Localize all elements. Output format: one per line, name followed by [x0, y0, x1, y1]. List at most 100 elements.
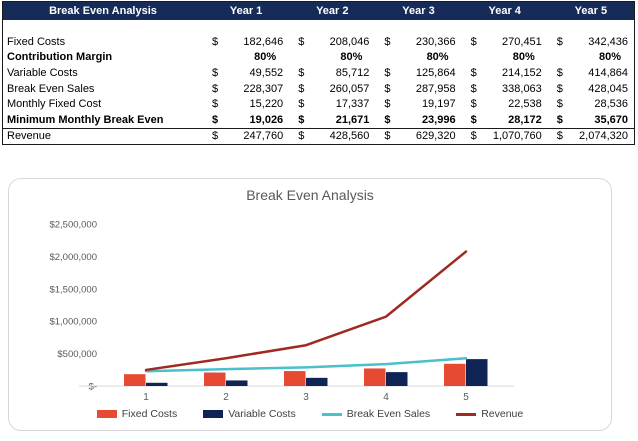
table-cell-currency[interactable]: $49,552	[203, 67, 289, 79]
currency-symbol: $	[556, 113, 563, 126]
y-axis-tick-label: $2,500,000	[49, 220, 97, 231]
table-cell-currency[interactable]: $1,070,760	[462, 130, 548, 142]
bar-variable-costs-cat1	[146, 382, 168, 386]
currency-symbol: $	[470, 82, 477, 95]
table-cell-currency[interactable]: $23,996	[375, 114, 461, 126]
table-cell-currency[interactable]: $247,760	[203, 130, 289, 142]
currency-symbol: $	[384, 98, 391, 111]
cell-value: 1,070,760	[492, 130, 542, 143]
table-cell-currency[interactable]: $270,451	[462, 36, 548, 48]
table-cell-currency[interactable]: $182,646	[203, 36, 289, 48]
table-cell-currency[interactable]: $28,536	[548, 98, 634, 110]
currency-symbol: $	[384, 130, 391, 143]
currency-symbol: $	[556, 130, 563, 143]
row-label[interactable]: Variable Costs	[7, 66, 78, 79]
column-header-year-1[interactable]: Year 1	[229, 5, 263, 17]
table-cell-currency[interactable]: $260,057	[289, 83, 375, 95]
y-axis-tick-label: $500,000	[57, 349, 97, 360]
legend-swatch-revenue	[456, 412, 477, 416]
row-label[interactable]: Minimum Monthly Break Even	[7, 113, 164, 126]
table-cell-currency[interactable]: $230,366	[375, 36, 461, 48]
legend-label: Revenue	[481, 408, 524, 420]
table-cell-currency[interactable]: $208,046	[289, 36, 375, 48]
table-cell-currency[interactable]: $28,172	[462, 114, 548, 126]
row-label[interactable]: Revenue	[7, 130, 52, 143]
table-cell-currency[interactable]: $19,026	[203, 114, 289, 126]
cell-value: 214,152	[502, 66, 542, 79]
currency-symbol: $	[384, 35, 391, 48]
cell-value: 428,560	[329, 130, 370, 143]
table-cell-currency[interactable]: $21,671	[289, 114, 375, 126]
legend-swatch-variable-costs	[203, 410, 224, 418]
cell-value: 2,074,320	[579, 130, 628, 143]
legend-item-break-even-sales: Break Even Sales	[321, 408, 431, 420]
table-title: Break Even Analysis	[49, 5, 157, 17]
table-row-variable-costs: Variable Costs $49,552 $85,712 $125,864 $214…	[3, 65, 634, 81]
table-cell-currency[interactable]: $2,074,320	[548, 130, 634, 142]
legend-item-revenue: Revenue	[456, 408, 523, 420]
table-row-minimum-monthly-break-even: Minimum Monthly Break Even $19,026 $21,671…	[3, 112, 634, 128]
table-cell-currency[interactable]: $414,864	[548, 67, 634, 79]
table-row-fixed-costs: Fixed Costs $182,646 $208,046 $230,366 $270,…	[3, 34, 634, 50]
bar-variable-costs-cat3	[306, 377, 328, 386]
table-cell-currency[interactable]: $428,560	[289, 130, 375, 142]
break-even-chart-card[interactable]: Break Even Analysis $- $500,000 $1,000,000…	[8, 178, 612, 431]
table-cell-percent[interactable]: 80%	[340, 51, 363, 64]
currency-symbol: $	[556, 82, 563, 95]
table-cell-currency[interactable]: $19,197	[375, 98, 461, 110]
cell-value: 21,671	[335, 113, 370, 126]
legend-label: Fixed Costs	[121, 408, 178, 420]
cell-value: 287,958	[415, 82, 456, 95]
x-axis-category-label: 2	[223, 392, 229, 403]
currency-symbol: $	[384, 113, 391, 126]
cell-value: 17,337	[335, 98, 370, 111]
table-cell-percent[interactable]: 80%	[598, 51, 621, 64]
table-cell-percent[interactable]: 80%	[512, 51, 535, 64]
cell-value: 23,996	[421, 113, 456, 126]
row-label[interactable]: Contribution Margin	[7, 51, 113, 64]
column-header-year-2[interactable]: Year 2	[316, 5, 349, 17]
column-header-year-5[interactable]: Year 5	[574, 5, 608, 17]
table-cell-percent[interactable]: 80%	[254, 51, 277, 64]
cell-value: 414,864	[588, 66, 628, 79]
x-axis-category-label: 5	[463, 392, 469, 403]
legend-label: Break Even Sales	[346, 408, 431, 420]
chart-legend: Fixed Costs Variable Costs Break Even Sale…	[9, 408, 611, 420]
currency-symbol: $	[470, 66, 477, 79]
bar-fixed-costs-cat2	[204, 372, 226, 386]
table-cell-currency[interactable]: $228,307	[203, 83, 289, 95]
table-cell-currency[interactable]: $629,320	[375, 130, 461, 142]
bar-fixed-costs-cat1	[124, 374, 146, 386]
currency-symbol: $	[298, 98, 305, 111]
table-cell-currency[interactable]: $125,864	[375, 67, 461, 79]
table-cell-currency[interactable]: $287,958	[375, 83, 461, 95]
table-cell-currency[interactable]: $342,436	[548, 36, 634, 48]
currency-symbol: $	[212, 35, 219, 48]
row-label[interactable]: Break Even Sales	[7, 82, 95, 95]
bar-variable-costs-cat2	[226, 380, 248, 386]
cell-value: 247,760	[243, 130, 284, 143]
table-cell-currency[interactable]: $428,045	[548, 83, 634, 95]
cell-value: 49,552	[249, 66, 284, 79]
table-cell-percent[interactable]: 80%	[426, 51, 449, 64]
table-cell-currency[interactable]: $17,337	[289, 98, 375, 110]
table-cell-currency[interactable]: $338,063	[462, 83, 548, 95]
column-header-year-3[interactable]: Year 3	[402, 5, 435, 17]
table-cell-currency[interactable]: $22,538	[462, 98, 548, 110]
currency-symbol: $	[556, 98, 563, 111]
cell-value: 338,063	[502, 82, 542, 95]
legend-swatch-break-even-sales	[321, 412, 342, 416]
cell-value: 260,057	[329, 82, 370, 95]
row-label[interactable]: Monthly Fixed Cost	[7, 98, 102, 111]
row-label[interactable]: Fixed Costs	[7, 35, 66, 48]
cell-value: 125,864	[415, 66, 456, 79]
bar-variable-costs-cat5	[466, 359, 488, 386]
currency-symbol: $	[212, 66, 219, 79]
table-cell-currency[interactable]: $15,220	[203, 98, 289, 110]
table-cell-currency[interactable]: $85,712	[289, 67, 375, 79]
table-cell-currency[interactable]: $214,152	[462, 67, 548, 79]
column-header-year-4[interactable]: Year 4	[488, 5, 521, 17]
bar-fixed-costs-cat5	[444, 363, 466, 386]
table-row-revenue: Revenue $247,760 $428,560 $629,320 $1,070,76…	[3, 127, 634, 145]
table-cell-currency[interactable]: $35,670	[548, 114, 634, 126]
